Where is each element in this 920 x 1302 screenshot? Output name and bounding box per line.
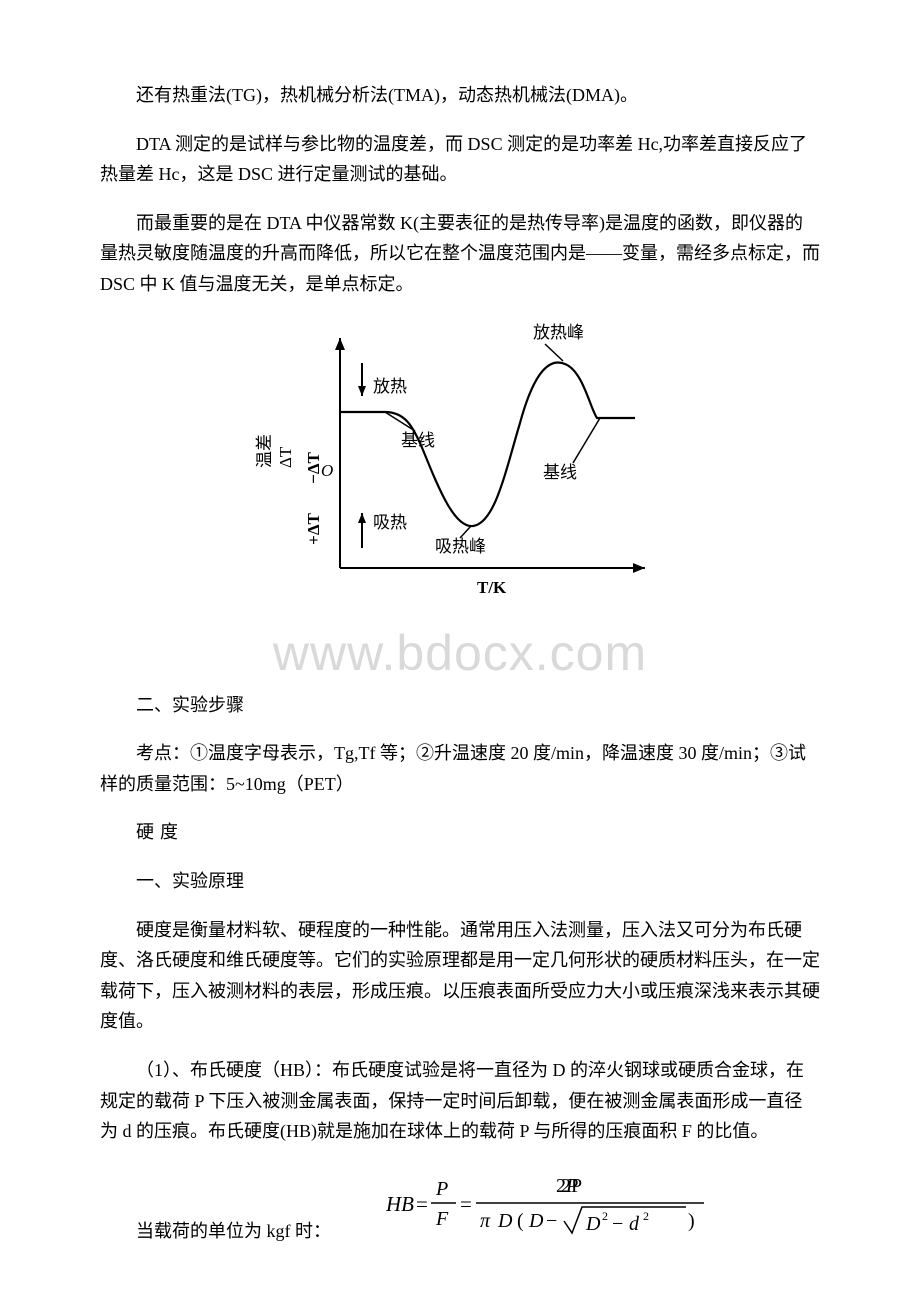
- dta-curve-svg: 温差 ΔT −ΔT +ΔT O T/K 放热 基线 放热峰 基线 吸热: [245, 318, 675, 608]
- paragraph-brinell: （1）、布氏硬度（HB）：布氏硬度试验是将一直径为 D 的淬火钢球或硬质合金球，…: [100, 1055, 820, 1147]
- exo-arrow-label: 放热: [373, 377, 407, 396]
- formula-f: F: [435, 1208, 449, 1230]
- formula-minus1: −: [546, 1210, 557, 1232]
- heading-experiment-steps: 二、实验步骤: [100, 690, 820, 721]
- endo-arrow-label: 吸热: [373, 513, 407, 532]
- paragraph-k-constant: 而最重要的是在 DTA 中仪器常数 K(主要表征的是热传导率)是温度的函数，即仪…: [100, 208, 820, 300]
- baseline-label-1: 基线: [401, 431, 435, 450]
- paragraph-exam-points: 考点：①温度字母表示，Tg,Tf 等；②升温速度 20 度/min，降温速度 3…: [100, 738, 820, 799]
- endo-arrow-head: [358, 513, 366, 523]
- exo-peak-leader: [545, 344, 563, 361]
- formula-eq1: =: [416, 1192, 428, 1216]
- formula-minus2: −: [612, 1213, 623, 1235]
- formula-p: P: [435, 1178, 448, 1200]
- formula-lead-text: 当载荷的单位为 kgf 时：: [100, 1217, 331, 1243]
- formula-d1: D: [497, 1210, 513, 1232]
- y-axis-origin: O: [321, 461, 333, 480]
- hardness-char-1: 硬: [136, 822, 160, 842]
- formula-small-d-exp: 2: [643, 1209, 649, 1223]
- x-axis-arrow: [633, 563, 645, 573]
- brinell-formula-svg: HB = P F = 2P 2P π D ( D −: [386, 1165, 706, 1243]
- baseline-leader-2: [573, 418, 600, 463]
- hardness-char-2: 度: [160, 822, 178, 842]
- formula-d2: D: [528, 1210, 544, 1232]
- formula-eq2: =: [460, 1192, 472, 1216]
- exo-peak-label: 放热峰: [533, 323, 584, 342]
- endo-peak-label: 吸热峰: [435, 537, 486, 556]
- formula-row: 当载荷的单位为 kgf 时： HB = P F = 2P 2P π D: [100, 1165, 820, 1243]
- formula-numerator: 2P: [556, 1175, 578, 1197]
- x-axis-label: T/K: [477, 578, 507, 597]
- paragraph-hardness-def: 硬度是衡量材料软、硬程度的一种性能。通常用压入法测量，压入法又可分为布氏硬度、洛…: [100, 915, 820, 1037]
- formula-d-exp: 2: [602, 1209, 608, 1223]
- formula-rparen: ): [688, 1210, 695, 1232]
- heading-hardness: 硬度: [100, 817, 820, 848]
- y-axis-label-main: 温差: [255, 434, 274, 468]
- y-axis-plus-dt: +ΔT: [304, 512, 323, 544]
- baseline-label-2: 基线: [543, 463, 577, 482]
- formula-d-sq: D: [585, 1213, 601, 1235]
- formula-pi: π: [480, 1210, 491, 1232]
- watermark-text: www.bdocx.com: [100, 624, 820, 682]
- formula-wrap: HB = P F = 2P 2P π D ( D −: [331, 1165, 820, 1243]
- formula-sqrt: [564, 1207, 686, 1233]
- dta-curve-chart: 温差 ΔT −ΔT +ΔT O T/K 放热 基线 放热峰 基线 吸热: [100, 318, 820, 608]
- formula-hb: HB: [386, 1192, 414, 1216]
- paragraph-thermal-methods: 还有热重法(TG)，热机械分析法(TMA)，动态热机械法(DMA)。: [100, 80, 820, 111]
- paragraph-dta-dsc: DTA 测定的是试样与参比物的温度差，而 DSC 测定的是功率差 Hc,功率差直…: [100, 129, 820, 190]
- heading-principle: 一、实验原理: [100, 866, 820, 897]
- y-axis-label-symbol: ΔT: [276, 446, 295, 468]
- exo-arrow-head: [358, 386, 366, 396]
- y-axis-arrow: [335, 338, 345, 350]
- formula-small-d: d: [629, 1213, 640, 1235]
- formula-lparen: (: [517, 1210, 524, 1232]
